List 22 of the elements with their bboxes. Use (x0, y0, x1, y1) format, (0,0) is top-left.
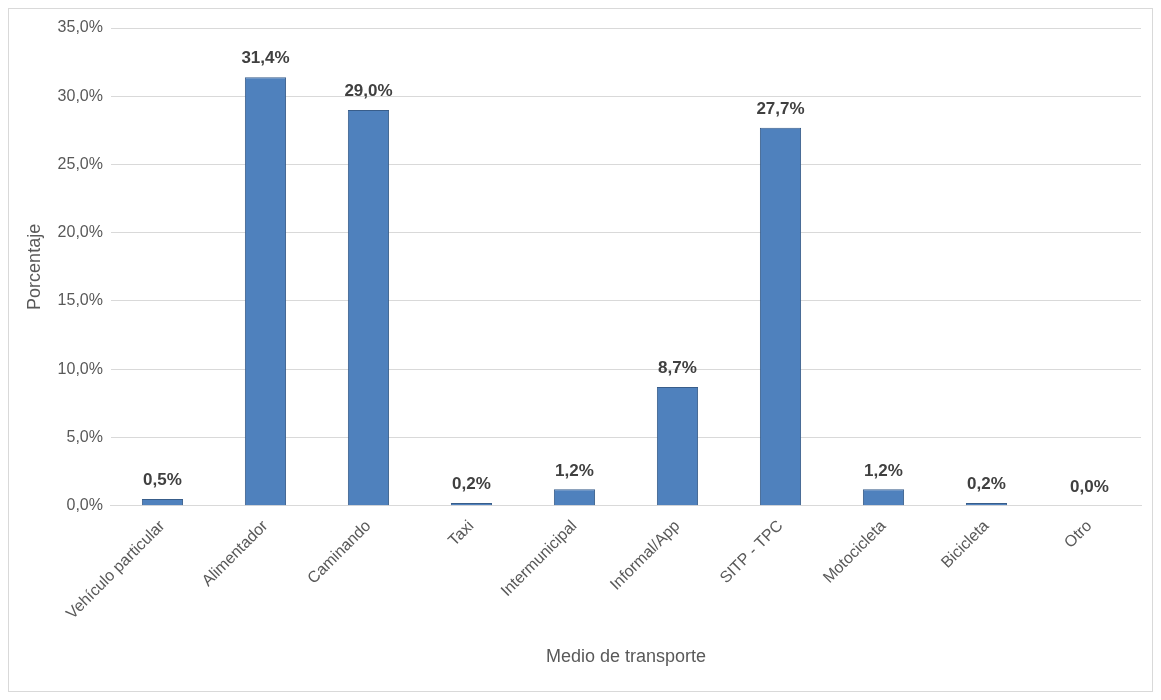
y-tick-label: 20,0% (57, 223, 103, 241)
x-axis-title: Medio de transporte (545, 646, 707, 667)
data-label: 0,2% (452, 474, 491, 494)
data-label: 31,4% (241, 48, 290, 68)
data-label: 27,7% (756, 98, 805, 118)
y-tick-label: 25,0% (57, 154, 103, 172)
x-tick-label: Taxi (444, 516, 477, 549)
data-label: 0,5% (143, 470, 182, 490)
y-tick-label: 35,0% (57, 18, 103, 36)
y-tick-label: 10,0% (57, 359, 103, 377)
y-tick-label: 15,0% (57, 291, 103, 309)
data-label: 29,0% (344, 81, 393, 101)
y-axis-title: Porcentaje (23, 223, 44, 310)
data-label: 1,2% (864, 460, 903, 480)
x-tick-label: Otro (1060, 516, 1095, 551)
y-tick-label: 0,0% (66, 496, 103, 514)
data-label: 8,7% (658, 358, 697, 378)
data-label: 1,2% (555, 460, 594, 480)
y-tick-label: 5,0% (66, 427, 103, 445)
data-label: 0,0% (1070, 476, 1109, 496)
y-tick-label: 30,0% (57, 86, 103, 104)
data-label: 0,2% (967, 474, 1006, 494)
